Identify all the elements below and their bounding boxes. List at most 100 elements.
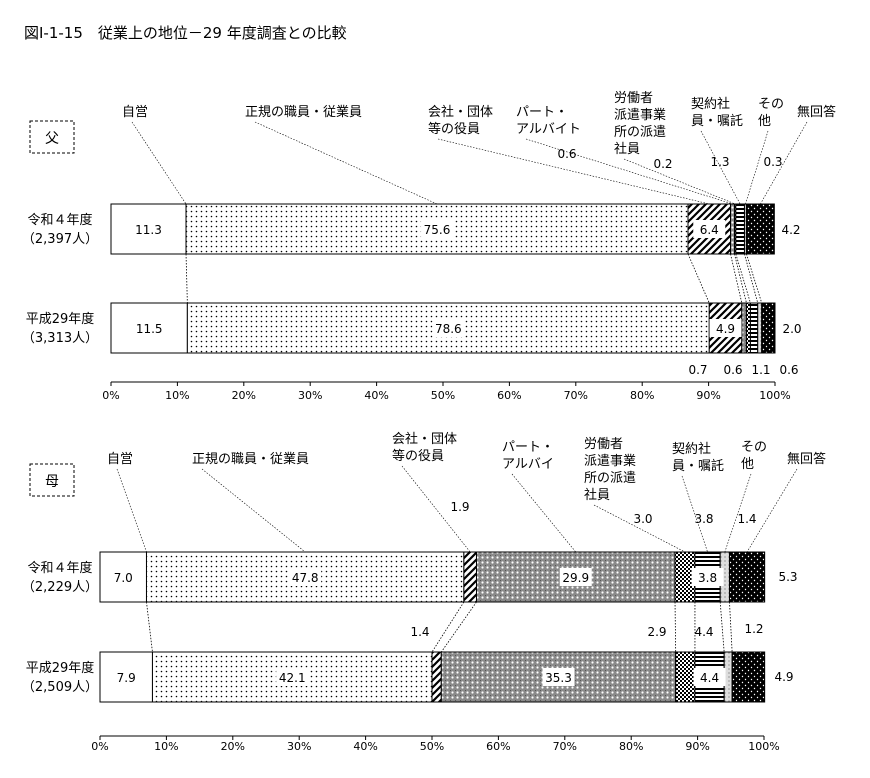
bar-segment [675, 651, 696, 703]
data-label: 11.5 [136, 322, 163, 336]
bar-segment [99, 551, 147, 603]
x-tick-label: 80% [630, 389, 654, 402]
bar-segment [735, 203, 745, 255]
bar-segment [99, 651, 153, 703]
data-label: 0.3 [763, 155, 782, 169]
data-label: 0.6 [779, 363, 798, 377]
data-label: 1.3 [710, 155, 729, 169]
data-label-bg [709, 319, 742, 337]
category-label: パート・アルバイト [516, 105, 581, 137]
connector-line [729, 601, 733, 653]
data-label: 1.2 [744, 622, 763, 636]
leader-line [746, 468, 798, 553]
bar-segment [741, 302, 747, 354]
bar-segment [757, 302, 763, 354]
data-label-bg [693, 220, 726, 238]
data-label: 4.4 [700, 671, 719, 685]
connector-line [185, 253, 188, 304]
leader-line [681, 475, 708, 553]
leader-line [511, 473, 576, 553]
x-tick-label: 90% [696, 389, 720, 402]
x-tick-label: 60% [486, 740, 510, 753]
data-label: 2.9 [647, 625, 666, 639]
x-tick-label: 10% [154, 740, 178, 753]
x-tick-label: 50% [420, 740, 444, 753]
panel-label-box [29, 120, 75, 154]
panel-label-box [29, 463, 75, 497]
data-label: 0.6 [723, 363, 742, 377]
category-label: その他 [758, 97, 784, 129]
data-label-bg [289, 568, 322, 586]
x-tick-label: 40% [364, 389, 388, 402]
leader-line [437, 138, 710, 205]
data-label: 29.9 [562, 571, 589, 585]
row-label: 平成29年度 [26, 311, 95, 327]
row-label: 令和４年度 [27, 212, 92, 228]
category-label: 自営 [107, 452, 133, 467]
connector-line [735, 253, 751, 304]
category-label: 契約社員・嘱託 [691, 96, 743, 129]
x-tick-label: 100% [759, 389, 790, 402]
bar-segment [730, 203, 735, 255]
data-label: 0.6 [557, 147, 576, 161]
category-label: 会社・団体等の役員 [392, 431, 457, 464]
connector-line [431, 601, 465, 653]
category-label: 労働者派遣事業所の派遣社員 [614, 91, 666, 157]
x-tick-label: 20% [232, 389, 256, 402]
row-count-label: （2,229人） [22, 580, 98, 595]
panel-mother: 母 自営 正規の職員・従業員 会社・団体等の役員 パート・アルバイ労働者派遣事業所の派遣… [22, 431, 826, 753]
data-label: 4.4 [694, 625, 713, 639]
x-tick-label: 90% [685, 740, 709, 753]
data-label: 1.4 [410, 625, 429, 639]
data-label: 3.8 [694, 512, 713, 526]
data-label: 35.3 [545, 671, 572, 685]
data-label: 11.3 [135, 223, 162, 237]
bar-segment [745, 302, 751, 354]
bar-segment [110, 302, 188, 354]
row-count-label: （3,313人） [22, 331, 98, 346]
x-tick-label: 60% [497, 389, 521, 402]
leader-line [760, 121, 808, 205]
row-label: 平成29年度 [26, 660, 95, 676]
category-label: 自営 [122, 105, 148, 120]
category-label: その他 [741, 440, 767, 472]
data-label: 6.4 [700, 223, 719, 237]
bar-segment [463, 551, 477, 603]
data-label: 1.1 [751, 363, 770, 377]
x-tick-label: 70% [564, 389, 588, 402]
connector-line [730, 253, 743, 304]
data-label-bg [542, 668, 575, 686]
data-label: 3.0 [633, 512, 652, 526]
data-label-bg [559, 568, 592, 586]
leader-line [116, 468, 147, 553]
connector-line [746, 253, 763, 304]
leader-line [745, 130, 769, 205]
row-label: 令和４年度 [27, 560, 92, 576]
panel-label: 母 [45, 474, 59, 490]
connector-line [674, 601, 677, 653]
leader-line [525, 138, 733, 205]
data-label: 47.8 [292, 571, 319, 585]
bar-segment [761, 302, 776, 354]
leader-line [131, 121, 187, 205]
panel-label: 父 [45, 131, 59, 147]
data-label: 75.6 [424, 223, 451, 237]
category-label: 労働者派遣事業所の派遣社員 [584, 437, 636, 503]
x-tick-label: 50% [431, 389, 455, 402]
bar-segment [731, 651, 766, 703]
connector-line [440, 601, 477, 653]
leader-line [401, 465, 471, 553]
row-count-label: （2,509人） [22, 680, 98, 695]
data-label-bg [432, 319, 465, 337]
x-tick-label: 80% [619, 740, 643, 753]
category-label: 無回答 [797, 104, 836, 120]
leader-line [254, 121, 438, 205]
data-label: 1.9 [450, 500, 469, 514]
data-label-bg [421, 220, 454, 238]
row-count-label: （2,397人） [22, 232, 98, 247]
data-label: 1.4 [737, 512, 756, 526]
category-label: 契約社員・嘱託 [672, 441, 724, 474]
data-label: 7.9 [117, 671, 136, 685]
